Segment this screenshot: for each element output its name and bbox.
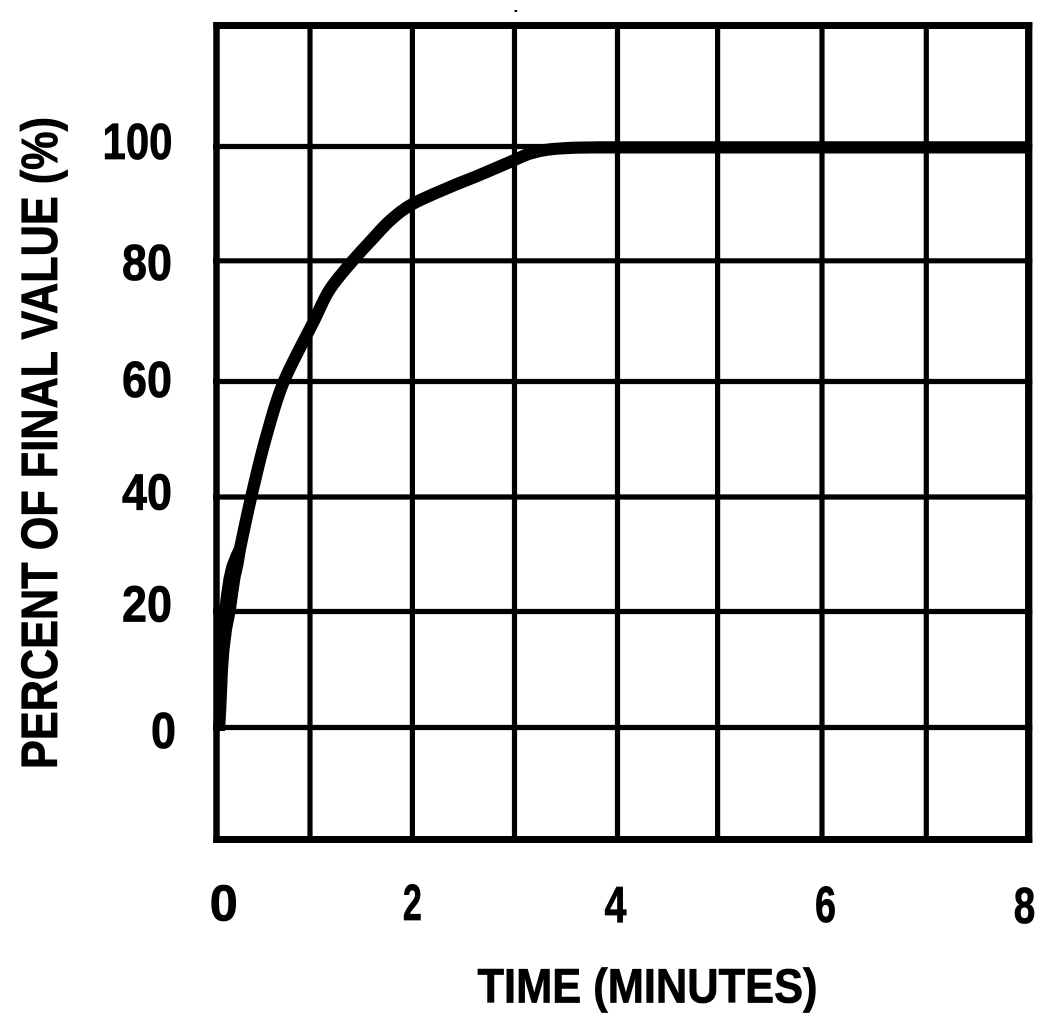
svg-text:8: 8 <box>1014 877 1036 934</box>
svg-text:2: 2 <box>403 874 422 931</box>
svg-text:20: 20 <box>122 576 172 633</box>
svg-text:PERCENT OF FINAL VALUE (%): PERCENT OF FINAL VALUE (%) <box>11 117 68 769</box>
svg-text:0: 0 <box>151 702 176 759</box>
svg-text:40: 40 <box>122 464 172 521</box>
svg-text:TIME (MINUTES): TIME (MINUTES) <box>478 961 818 1014</box>
svg-text:4: 4 <box>605 876 627 933</box>
svg-text:0: 0 <box>210 875 238 932</box>
svg-text:100: 100 <box>103 113 173 170</box>
svg-text:60: 60 <box>122 351 172 408</box>
svg-text:80: 80 <box>122 234 172 291</box>
svg-text:6: 6 <box>815 876 836 933</box>
